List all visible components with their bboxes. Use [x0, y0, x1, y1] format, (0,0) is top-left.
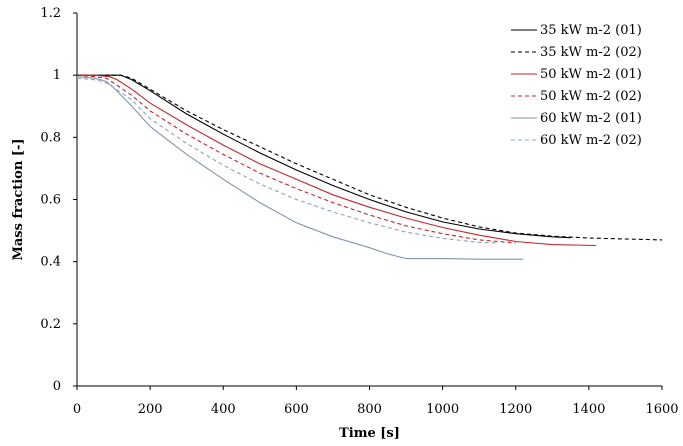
legend-label-3: 50 kW m-2 (01) — [540, 67, 642, 82]
y-tick-label: 1.2 — [40, 6, 61, 21]
series-line-4 — [76, 74, 516, 244]
x-tick-label: 400 — [211, 402, 236, 417]
y-tick-label: 0.6 — [40, 193, 61, 208]
y-tick-label: 1 — [53, 68, 61, 83]
x-tick-label: 1600 — [645, 402, 678, 417]
x-tick-label: 1000 — [426, 402, 459, 417]
series-layer — [76, 74, 663, 260]
x-tick-label: 200 — [138, 402, 163, 417]
y-tick-label: 0.2 — [40, 317, 61, 332]
x-axis-title: Time [s] — [339, 426, 400, 441]
series-line-1 — [77, 74, 571, 239]
series-line-5 — [76, 76, 524, 260]
legend-label-1: 35 kW m-2 (01) — [540, 23, 642, 38]
y-tick-label: 0 — [53, 379, 61, 394]
x-tick-label: 600 — [284, 402, 309, 417]
legend-label-5: 60 kW m-2 (01) — [540, 111, 642, 126]
y-tick-label: 0.4 — [40, 255, 61, 270]
series-line-3 — [77, 74, 597, 247]
legend-label-2: 35 kW m-2 (02) — [540, 45, 642, 60]
y-axis-title: Mass fraction [-] — [11, 138, 26, 260]
x-tick-label: 800 — [357, 402, 382, 417]
y-tick-label: 0.8 — [40, 130, 61, 145]
tick-labels: 0 200 400 600 800 1000 1200 1400 1600 0 0.2 0.4 0.6 0… — [40, 6, 678, 417]
x-tick-label: 1400 — [572, 402, 605, 417]
legend: 35 kW m-2 (01) 35 kW m-2 (02) 50 kW m-2 (0… — [511, 23, 642, 148]
legend-label-4: 50 kW m-2 (02) — [540, 89, 642, 104]
series-line-6 — [76, 77, 498, 244]
x-tick-label: 1200 — [499, 402, 532, 417]
x-tick-label: 0 — [73, 402, 81, 417]
legend-label-6: 60 kW m-2 (02) — [540, 133, 642, 148]
series-line-2 — [77, 74, 663, 241]
